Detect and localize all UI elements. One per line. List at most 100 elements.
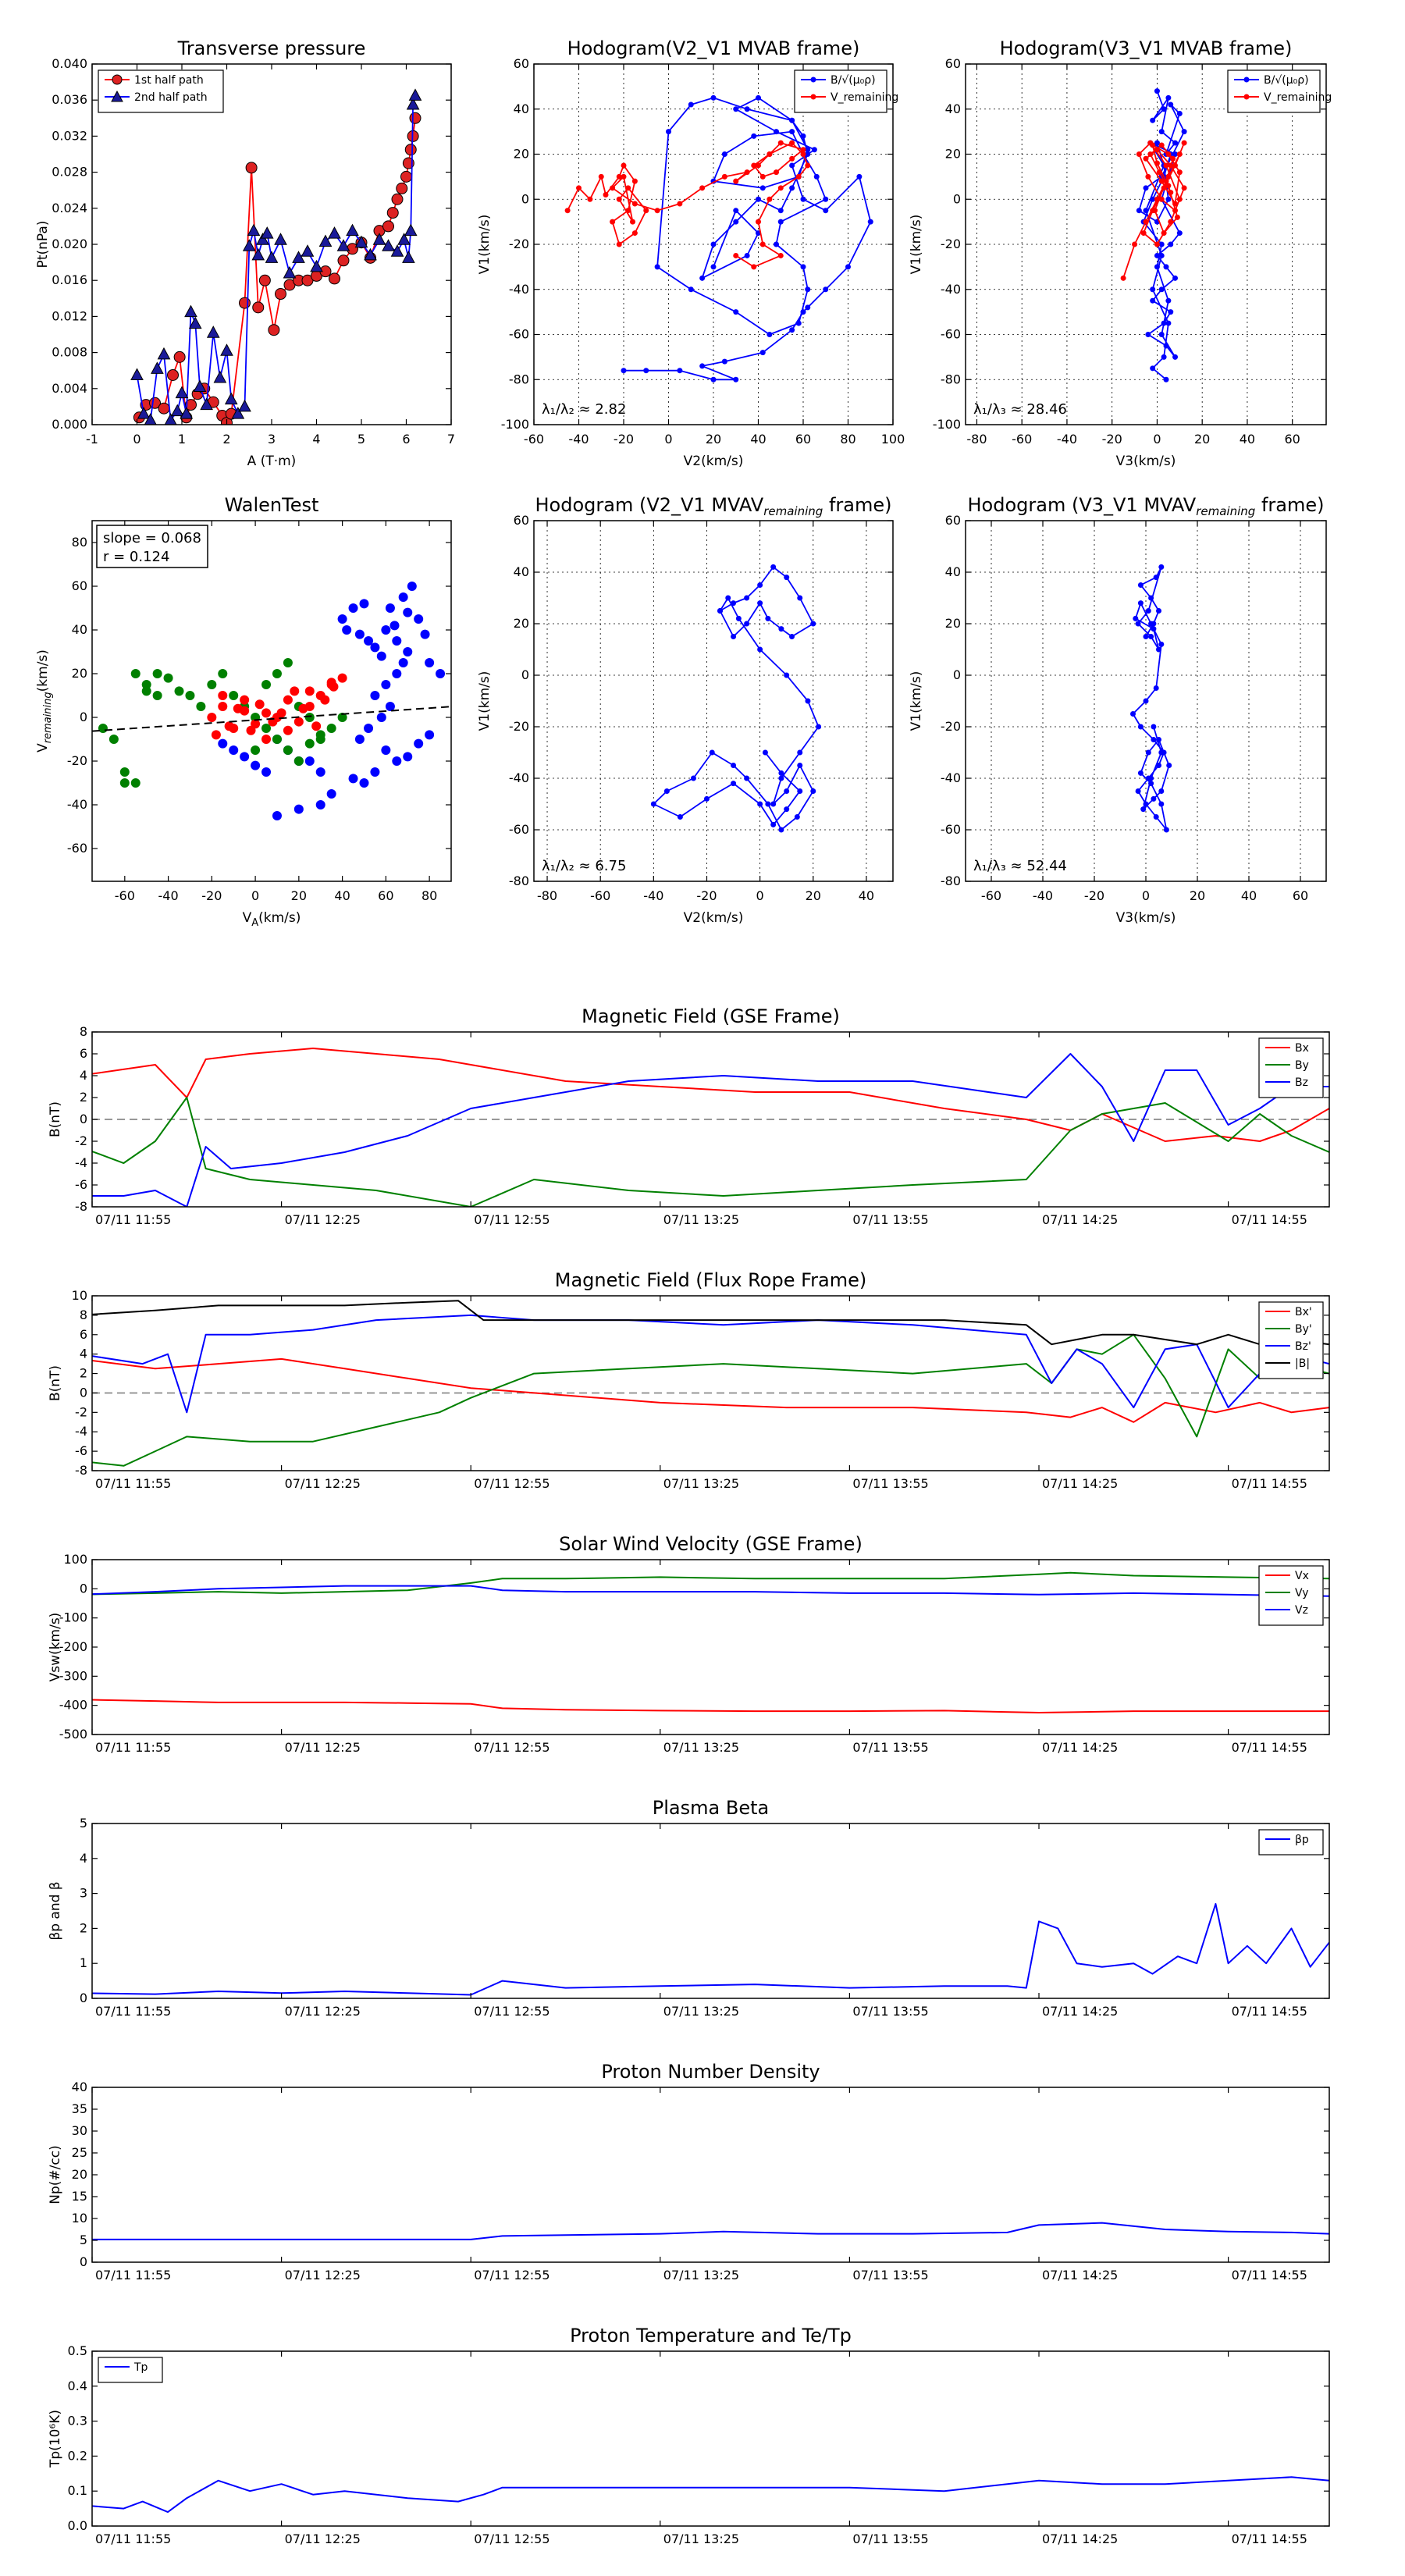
data-point [797,788,803,794]
data-point [784,788,790,794]
x-tick-label: 20 [806,888,821,903]
x-tick-label: -60 [590,888,610,903]
legend-label: Vx [1295,1570,1309,1582]
data-point [364,247,377,261]
scatter-point [398,658,408,667]
y-tick-label: 0.024 [52,201,87,215]
data-point [621,162,627,169]
data-point [616,196,622,202]
scatter-point [425,730,435,740]
scatter-point [293,756,304,766]
data-point [1156,646,1161,653]
scatter-point [403,607,413,617]
data-point [1166,763,1172,768]
data-point [164,413,177,425]
data-point [206,326,220,338]
scatter-point [218,738,228,749]
data-point [778,775,784,781]
scatter-point [392,756,402,766]
y-tick-label: 0.016 [52,272,87,287]
legend: Vx Vy Vz [1258,1565,1324,1626]
data-point [1156,169,1162,176]
eigenvalue-ratio-label: λ₁/λ₂ ≈ 6.75 [542,858,626,874]
legend-label: V_remaining [1264,91,1332,104]
data-point [856,173,863,180]
x-tick-label: 60 [1285,432,1300,447]
y-tick-label: -8 [75,1463,87,1478]
y-axis-label: V1(km/s) [477,215,493,275]
chart-title: Proton Temperature and Te/Tp [570,2325,852,2347]
x-tick-label: 07/11 12:25 [285,1740,361,1755]
scatter-point [272,669,282,678]
data-point [220,343,233,356]
data-point [275,288,286,301]
data-point [406,97,420,110]
legend-frame [794,69,887,113]
scatter-point [326,789,336,799]
data-point [336,239,350,251]
y-tick-label: 40 [514,101,529,116]
data-point [158,402,170,415]
x-tick-label: -20 [201,888,222,903]
y-tick-label: 8 [80,1024,87,1039]
x-tick-label: -40 [643,888,663,903]
scatter-point [364,636,374,646]
x-tick-label: -20 [1102,432,1122,447]
y-tick-label: 0 [80,1385,87,1400]
data-point [1143,801,1149,807]
legend-marker [112,74,123,85]
data-point [800,309,806,315]
y-tick-label: 0 [521,191,529,206]
y-tick-label: 60 [945,56,961,71]
data-point [654,264,660,270]
data-point [663,788,670,794]
y-tick-label: 3 [80,1886,87,1901]
data-point [709,749,715,756]
y-tick-label: 2 [80,1366,87,1381]
data-point [733,309,739,315]
y-tick-label: 5 [80,1816,87,1831]
data-point [1161,106,1167,112]
scatter-point [254,699,265,710]
data-point [778,827,784,833]
hodogram-v3-v1-mvav-chart: -60 -40 -20 0 20 40 60 -80 -60 -40 -20 0 20 40 60 Hodog… [909,494,1327,926]
x-tick-label: 60 [378,888,393,903]
data-point [759,185,766,191]
data-point [867,219,873,225]
plot-frame [91,2087,1330,2263]
data-point [765,615,771,621]
scatter-point [385,702,395,711]
data-point [274,233,287,245]
data-point [256,233,269,245]
x-tick-label: -20 [1084,888,1104,903]
data-point [185,399,197,411]
x-tick-label: 07/11 12:25 [285,2268,361,2282]
series-line [92,1585,1329,1597]
series-line [624,97,872,381]
x-tick-label: 07/11 11:55 [95,1212,171,1227]
y-axis-label: V1(km/s) [909,671,924,731]
data-point [1170,155,1176,162]
scatter-point [414,738,424,749]
y-tick-label: 40 [945,564,961,579]
x-tick-label: 07/11 13:55 [852,2268,928,2282]
data-point [1158,286,1165,293]
data-point [767,332,773,337]
scatter-point [304,738,315,749]
data-point [1165,297,1172,304]
proton-number-density-chart: 07/11 11:55 07/11 12:25 07/11 12:55 07/11 1… [48,2061,1330,2282]
data-point [1150,365,1156,372]
data-point [710,376,717,382]
data-point [157,347,171,360]
scatter-point [342,625,352,635]
y-tick-label: 0.028 [52,165,87,180]
y-tick-label: -6 [75,1177,87,1192]
y-tick-label: -40 [941,282,961,297]
data-point [1168,101,1174,108]
data-point [1148,775,1154,781]
x-tick-label: 4 [312,432,320,447]
plot-frame [533,520,894,882]
data-point [621,368,627,374]
y-tick-label: 10 [72,1288,87,1303]
scatter-point [326,724,336,733]
